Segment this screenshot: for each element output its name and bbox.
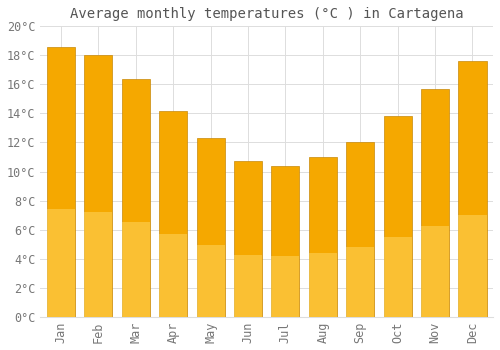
Bar (196, 245, 224, 317)
Title: Average monthly temperatures (°C ) in Cartagena: Average monthly temperatures (°C ) in Ca… (70, 7, 464, 21)
Bar (47, 47, 75, 317)
Bar (84, 212, 112, 317)
Bar (234, 161, 262, 317)
Bar (309, 253, 337, 317)
Bar (346, 247, 374, 317)
Bar (421, 89, 449, 317)
Bar (346, 142, 374, 317)
Bar (84, 55, 112, 317)
Bar (234, 255, 262, 317)
Bar (159, 234, 187, 317)
Bar (458, 61, 486, 317)
Bar (196, 138, 224, 317)
Bar (159, 111, 187, 317)
Bar (272, 257, 299, 317)
Bar (458, 215, 486, 317)
Bar (122, 79, 150, 317)
Bar (309, 157, 337, 317)
Bar (272, 166, 299, 317)
Bar (47, 209, 75, 317)
Bar (421, 226, 449, 317)
Bar (384, 116, 411, 317)
Bar (122, 222, 150, 317)
Bar (384, 237, 411, 317)
